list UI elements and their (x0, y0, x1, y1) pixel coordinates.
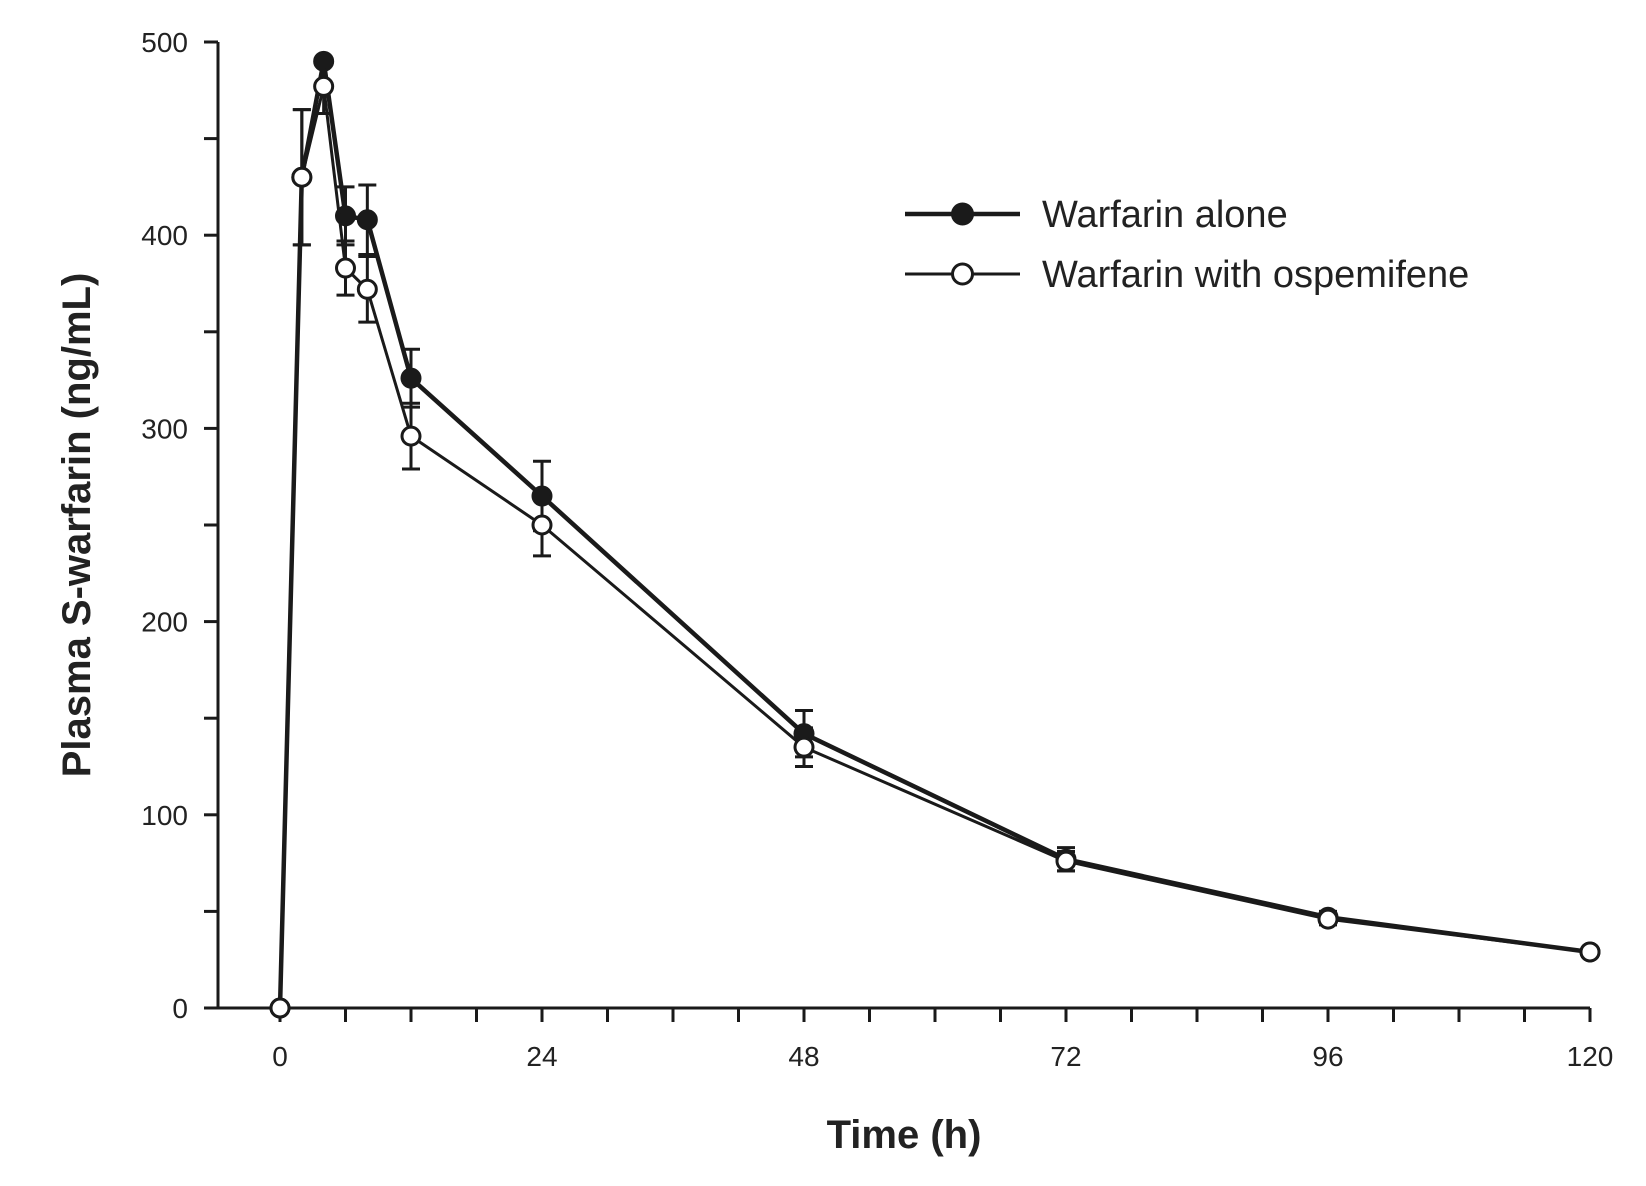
x-tick-label: 72 (1050, 1041, 1081, 1072)
legend-marker (951, 202, 974, 226)
data-point (1579, 941, 1601, 963)
data-point (335, 257, 356, 279)
data-point (269, 997, 291, 1019)
y-tick-label: 300 (141, 413, 188, 444)
legend-item: Warfarin with ospemifene (905, 254, 1469, 296)
y-tick-label: 200 (141, 607, 188, 638)
legend-marker (951, 262, 974, 286)
axes: 0 100 200 300 400 500 0 24 48 72 96 120 (141, 27, 1613, 1072)
x-axis-title: Time (h) (827, 1113, 982, 1157)
data-point (793, 736, 815, 758)
series-line (277, 59, 1591, 1009)
y-axis-title: Plasma S-warfarin (ng/mL) (55, 273, 99, 778)
data-point (1317, 908, 1339, 930)
y-tick-label: 400 (141, 220, 188, 251)
data-point (400, 425, 422, 447)
series-2 (269, 57, 1601, 1019)
data-point (291, 166, 313, 188)
data-point (356, 278, 378, 300)
series-1 (269, 50, 1601, 1019)
x-tick-label: 24 (526, 1041, 557, 1072)
legend-item: Warfarin alone (905, 194, 1288, 236)
data-point (400, 367, 422, 389)
data-point (356, 209, 378, 231)
data-point (531, 514, 553, 536)
series-line (278, 84, 1591, 1009)
y-tick-label: 0 (172, 993, 188, 1024)
data-point (1055, 850, 1077, 872)
legend-label: Warfarin with ospemifene (1042, 254, 1469, 296)
x-tick-label: 96 (1312, 1041, 1343, 1072)
legend-label: Warfarin alone (1042, 194, 1288, 236)
x-tick-label: 0 (272, 1041, 288, 1072)
x-tick-label: 120 (1567, 1041, 1614, 1072)
data-point (313, 75, 335, 97)
y-tick-label: 100 (141, 800, 188, 831)
y-tick-label: 500 (141, 27, 188, 58)
x-tick-label: 48 (788, 1041, 819, 1072)
legend: Warfarin alone Warfarin with ospemifene (905, 194, 1469, 296)
series-layer (269, 50, 1601, 1019)
